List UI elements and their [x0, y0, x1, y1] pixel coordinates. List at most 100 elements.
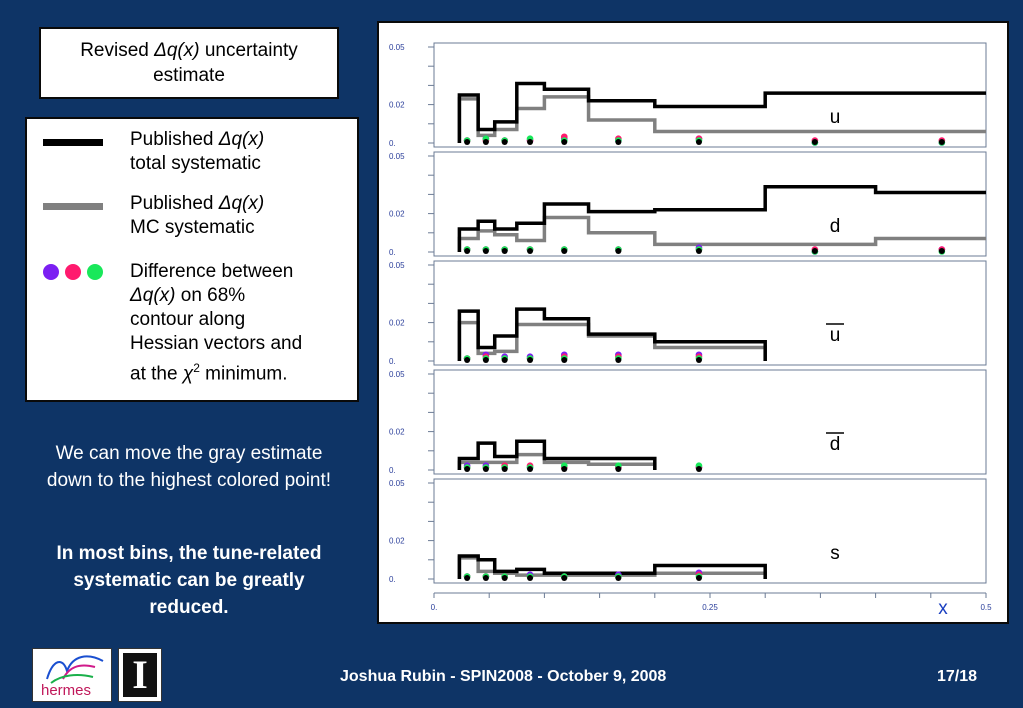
title-box: Revised Δq(x) uncertainty estimate: [39, 27, 339, 99]
panel-label: d: [830, 434, 841, 455]
panel-frame: [433, 42, 987, 148]
baseline-dot: [464, 357, 471, 363]
legend-mc-text: Published Δq(x) MC systematic: [130, 192, 264, 240]
x-tick-label: 0.5: [980, 603, 992, 612]
baseline-dot: [501, 139, 508, 145]
title-suffix: uncertainty: [199, 40, 298, 61]
legend-mc-desc: MC systematic: [130, 217, 255, 238]
baseline-dot: [811, 139, 818, 145]
baseline-dot: [615, 575, 622, 581]
legend-diff-line-4: Hessian vectors and: [130, 333, 303, 354]
y-tick-label: 0.: [389, 575, 396, 584]
y-tick-label: 0.02: [389, 319, 405, 328]
baseline-dot: [615, 248, 622, 254]
y-tick-label: 0.: [389, 357, 396, 366]
baseline-dot: [482, 575, 489, 581]
hermes-logo: hermes: [32, 648, 112, 702]
title-line-2: estimate: [153, 65, 225, 86]
legend-dot-green: [87, 264, 103, 280]
baseline-dot: [561, 248, 568, 254]
hermes-logo-text: hermes: [41, 682, 91, 699]
baseline-dot: [464, 248, 471, 254]
baseline-dot: [615, 357, 622, 363]
title-symbol: Δq(x): [154, 40, 200, 61]
mc-systematic-step: [457, 215, 986, 252]
page-number: 17/18: [937, 668, 978, 685]
legend-diff-prefix: at the: [130, 363, 183, 385]
panel-frame: [433, 151, 987, 257]
baseline-dot: [561, 575, 568, 581]
y-tick-label: 0.05: [389, 152, 405, 161]
baseline-dot: [527, 466, 534, 472]
y-tick-label: 0.02: [389, 428, 405, 437]
mc-systematic-step: [457, 452, 657, 470]
panel-label: u: [830, 107, 841, 128]
panel-frame: [433, 369, 987, 475]
title-prefix: Revised: [80, 40, 155, 61]
baseline-dot: [615, 466, 622, 472]
legend-mc-prefix: Published: [130, 193, 219, 214]
baseline-dot: [938, 139, 945, 145]
legend-diff-line-2: on 68%: [175, 285, 246, 306]
baseline-dot: [561, 466, 568, 472]
total-systematic-step: [457, 81, 986, 143]
panel-label: s: [830, 543, 840, 564]
panel-frame: [433, 260, 987, 366]
legend-diff-chi: χ: [182, 363, 194, 385]
baseline-dot: [501, 357, 508, 363]
legend-total-symbol: Δq(x): [218, 129, 265, 150]
baseline-dot: [561, 357, 568, 363]
baseline-dot: [527, 248, 534, 254]
y-tick-label: 0.05: [389, 43, 405, 52]
baseline-dot: [482, 357, 489, 363]
panel-label: u: [830, 325, 841, 346]
chart-frame: 0.05 0.02 0. u 0.05 0.02 0. d 0.05 0.02 0. u 0.05 0.0…: [377, 21, 1009, 624]
total-systematic-step: [457, 307, 767, 361]
baseline-dot: [527, 357, 534, 363]
legend-total-desc: total systematic: [130, 153, 261, 174]
y-tick-label: 0.02: [389, 101, 405, 110]
legend-total-prefix: Published: [130, 129, 219, 150]
note-tune-systematic: In most bins, the tune-related systemati…: [56, 543, 322, 618]
legend-mc-line: [43, 203, 103, 210]
mc-systematic-step: [457, 95, 986, 143]
note-gray-estimate: We can move the gray estimate down to th…: [46, 443, 332, 491]
legend-total-text: Published Δq(x) total systematic: [130, 128, 264, 176]
baseline-dot: [695, 466, 702, 472]
baseline-dot: [501, 248, 508, 254]
legend-diff-sup: 2: [193, 361, 200, 375]
legend-dot-purple: [43, 264, 59, 280]
total-systematic-step: [457, 184, 986, 252]
legend-dot-pink: [65, 264, 81, 280]
title-line-1: Revised Δq(x) uncertainty: [41, 38, 337, 63]
baseline-dot: [615, 139, 622, 145]
x-tick-label: 0.: [431, 603, 438, 612]
baseline-dot: [695, 357, 702, 363]
y-tick-label: 0.05: [389, 261, 405, 270]
legend-diff-text: Difference between Δq(x) on 68% contour …: [130, 260, 355, 386]
baseline-dot: [501, 466, 508, 472]
legend-mc-symbol: Δq(x): [218, 193, 265, 214]
footer-text: Joshua Rubin - SPIN2008 - October 9, 200…: [340, 668, 667, 685]
baseline-dot: [527, 139, 534, 145]
baseline-dot: [561, 139, 568, 145]
legend-diff-line-1: Difference between: [130, 261, 294, 282]
y-tick-label: 0.: [389, 466, 396, 475]
y-tick-label: 0.: [389, 139, 396, 148]
baseline-dot: [482, 248, 489, 254]
baseline-dot: [811, 248, 818, 254]
y-tick-label: 0.05: [389, 370, 405, 379]
y-tick-label: 0.: [389, 248, 396, 257]
baseline-dot: [464, 139, 471, 145]
baseline-dot: [695, 139, 702, 145]
y-tick-label: 0.02: [389, 537, 405, 546]
panel-frame: [433, 478, 987, 584]
illinois-logo-letter: I: [123, 653, 157, 697]
y-tick-label: 0.02: [389, 210, 405, 219]
baseline-dot: [464, 466, 471, 472]
y-tick-label: 0.05: [389, 479, 405, 488]
illinois-logo: I: [118, 648, 162, 702]
legend-box: Published Δq(x) total systematic Publish…: [25, 117, 359, 402]
baseline-dot: [938, 248, 945, 254]
baseline-dot: [501, 575, 508, 581]
